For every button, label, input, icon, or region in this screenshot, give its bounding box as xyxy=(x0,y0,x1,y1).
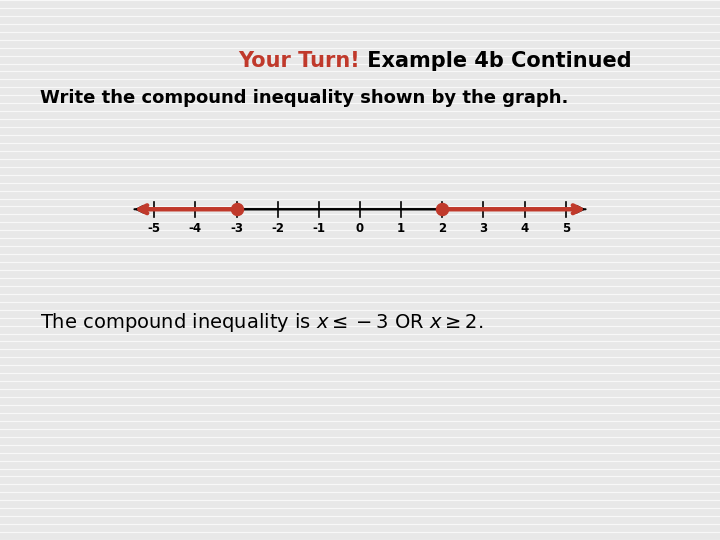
Text: The compound inequality is $x \leq -3$ OR $x \geq 2$.: The compound inequality is $x \leq -3$ O… xyxy=(40,310,483,334)
Text: Example 4b Continued: Example 4b Continued xyxy=(360,51,631,71)
Text: -2: -2 xyxy=(271,222,284,235)
Text: 0: 0 xyxy=(356,222,364,235)
Text: 1: 1 xyxy=(397,222,405,235)
Text: -3: -3 xyxy=(230,222,243,235)
Text: 2: 2 xyxy=(438,222,446,235)
Text: 4: 4 xyxy=(521,222,528,235)
Text: -5: -5 xyxy=(148,222,161,235)
Text: Your Turn!: Your Turn! xyxy=(238,51,360,71)
Text: 3: 3 xyxy=(480,222,487,235)
Point xyxy=(436,205,448,213)
Text: -4: -4 xyxy=(189,222,202,235)
Text: 5: 5 xyxy=(562,222,570,235)
Text: -1: -1 xyxy=(312,222,325,235)
Text: Write the compound inequality shown by the graph.: Write the compound inequality shown by t… xyxy=(40,89,568,107)
Point xyxy=(231,205,243,213)
